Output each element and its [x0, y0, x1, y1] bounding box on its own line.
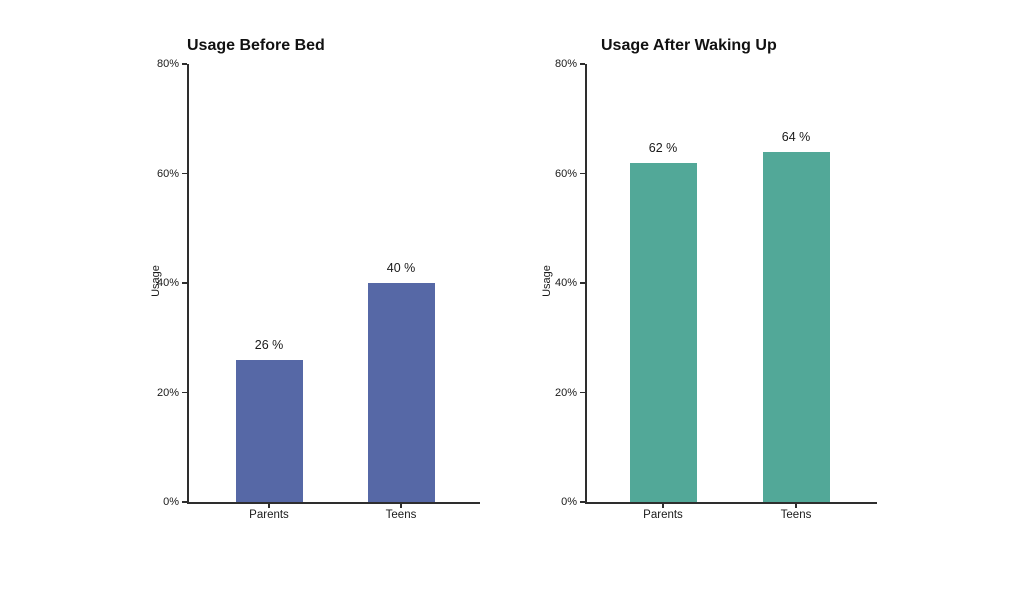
bar-teens: [762, 151, 830, 502]
y-axis-title: Usage: [150, 265, 162, 297]
y-tick-label: 60%: [554, 167, 577, 180]
category-label-parents: Parents: [249, 509, 289, 521]
category-label-teens: Teens: [780, 509, 812, 521]
bar-parents: [629, 162, 697, 502]
value-label-teens: 40 %: [386, 261, 416, 275]
y-tick-label: 0%: [163, 496, 179, 508]
chart-title-after-waking-up: Usage After Waking Up: [601, 37, 777, 54]
y-tick-mark: [580, 391, 586, 394]
category-label-teens: Teens: [385, 509, 417, 521]
y-tick-label: 40%: [554, 277, 577, 289]
y-tick-label: 20%: [156, 386, 179, 399]
y-tick-mark: [182, 391, 188, 394]
y-tick-mark: [580, 282, 586, 284]
x-axis-line: [187, 502, 480, 504]
y-tick-label: 80%: [156, 58, 179, 70]
y-tick-mark: [182, 63, 188, 65]
chart-title-before-bed: Usage Before Bed: [187, 37, 325, 54]
y-tick-label: 80%: [554, 58, 577, 70]
x-tick-mark: [795, 503, 797, 508]
x-tick-mark: [400, 503, 402, 508]
y-axis-title: Usage: [541, 265, 553, 297]
y-tick-mark: [580, 63, 586, 65]
y-axis-line: [585, 64, 587, 504]
value-label-parents: 26 %: [254, 337, 284, 352]
y-tick-mark: [580, 501, 586, 503]
y-tick-mark: [580, 172, 586, 175]
y-tick-label: 0%: [561, 496, 577, 508]
y-tick-label: 20%: [554, 386, 577, 399]
value-label-parents: 62 %: [648, 140, 678, 155]
x-tick-mark: [268, 503, 270, 508]
category-label-parents: Parents: [643, 509, 683, 521]
value-label-teens: 64 %: [781, 129, 811, 144]
y-tick-mark: [182, 501, 188, 503]
y-tick-mark: [182, 282, 188, 284]
y-tick-label: 60%: [156, 167, 179, 180]
y-axis-line: [187, 64, 189, 504]
bar-teens: [367, 283, 435, 502]
y-tick-label: 40%: [156, 277, 179, 289]
x-tick-mark: [662, 503, 664, 508]
y-tick-mark: [182, 172, 188, 175]
bar-parents: [235, 359, 303, 502]
x-axis-line: [585, 502, 877, 504]
